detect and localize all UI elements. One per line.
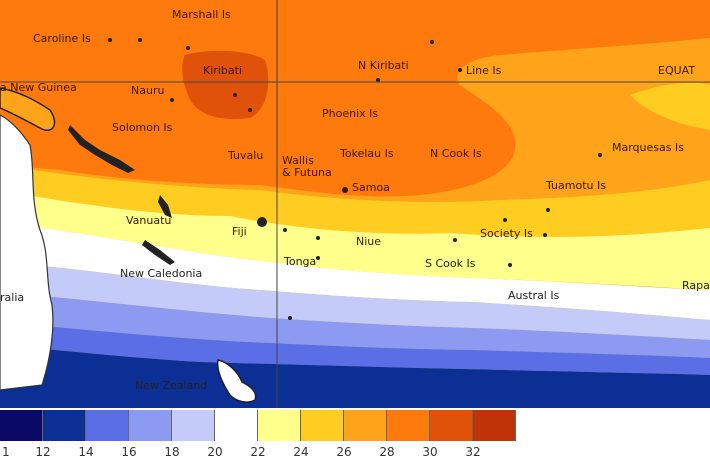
label-marquesas-is: Marquesas Is — [612, 141, 684, 154]
legend-swatch — [86, 410, 129, 441]
legend-swatch — [215, 410, 258, 441]
label-n-cook-is: N Cook Is — [430, 147, 482, 160]
legend-swatch — [172, 410, 215, 441]
label-samoa: Samoa — [352, 181, 390, 194]
legend-tick-label: 24 — [293, 445, 309, 459]
label-fiji: Fiji — [232, 225, 247, 238]
label-equator: EQUAT — [658, 64, 696, 77]
label-society-is: Society Is — [480, 227, 533, 240]
label-tuamotu-is: Tuamotu Is — [546, 179, 606, 192]
label-papua-new-guinea: a New Guinea — [0, 81, 77, 94]
legend-tick-label: 1 — [2, 445, 10, 459]
legend-swatch — [301, 410, 344, 441]
label-tokelau-is: Tokelau Is — [340, 147, 394, 160]
legend-tick-label: 32 — [465, 445, 481, 459]
label-austral-is: Austral Is — [508, 289, 560, 302]
label-n-kiribati: N Kiribati — [358, 59, 409, 72]
sea-surface-temperature-map — [0, 0, 710, 408]
label-new-caledonia: New Caledonia — [120, 267, 203, 280]
legend-tick-label: 30 — [422, 445, 438, 459]
label-marshall-is: Marshall Is — [172, 8, 231, 21]
legend-swatch — [43, 410, 86, 441]
legend-swatch — [473, 410, 516, 441]
label-phoenix-is: Phoenix Is — [322, 107, 379, 120]
label-line-is: Line Is — [466, 64, 502, 77]
label-caroline-is: Caroline Is — [33, 32, 91, 45]
legend-swatch — [258, 410, 301, 441]
legend-tick-label: 16 — [121, 445, 137, 459]
label-nauru: Nauru — [131, 84, 165, 97]
legend-swatch — [344, 410, 387, 441]
label-vanuatu: Vanuatu — [126, 214, 172, 227]
temperature-legend — [0, 410, 520, 441]
label-rapa: Rapa — [682, 279, 710, 292]
label-new-zealand: New Zealand — [135, 379, 208, 392]
legend-tick-label: 14 — [78, 445, 94, 459]
legend-swatch — [430, 410, 473, 441]
legend-tick-label: 20 — [207, 445, 223, 459]
legend-tick-label: 26 — [336, 445, 352, 459]
label-wallis-futuna: Wallis & Futuna — [282, 154, 332, 179]
label-solomon-is: Solomon Is — [112, 121, 173, 134]
label-tonga: Tonga — [284, 255, 317, 268]
label-kiribati: Kiribati — [203, 64, 242, 77]
label-tuvalu: Tuvalu — [228, 149, 264, 162]
legend-swatch — [129, 410, 172, 441]
label-s-cook-is: S Cook Is — [425, 257, 476, 270]
legend-tick-label: 28 — [379, 445, 395, 459]
legend-swatch — [387, 410, 430, 441]
label-australia: ralia — [0, 291, 25, 304]
legend-tick-label: 22 — [250, 445, 266, 459]
legend-tick-label: 18 — [164, 445, 180, 459]
legend-tick-label: 12 — [35, 445, 51, 459]
legend-swatch — [0, 410, 43, 441]
label-niue: Niue — [356, 235, 382, 248]
